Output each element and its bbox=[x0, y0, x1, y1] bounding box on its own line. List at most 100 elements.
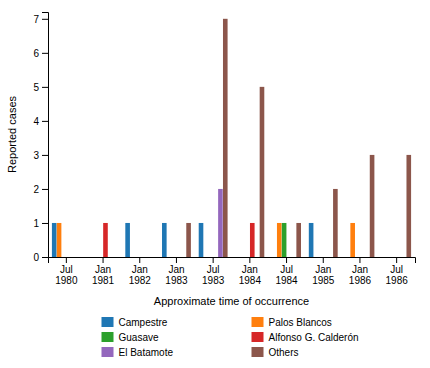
x-tick-label-line: Jan bbox=[315, 264, 331, 275]
x-tick-mark bbox=[139, 257, 140, 263]
bar bbox=[250, 223, 255, 257]
x-tick-mark bbox=[103, 257, 104, 263]
legend-item: Alfonso G. Calderón bbox=[252, 332, 359, 343]
y-tick: 0 bbox=[33, 252, 48, 263]
x-tick: Jan1986 bbox=[349, 257, 372, 286]
bar bbox=[272, 257, 277, 258]
legend-item: El Batamote bbox=[102, 347, 174, 358]
bar bbox=[181, 257, 186, 258]
x-tick-label: Jan1986 bbox=[349, 264, 372, 286]
legend-swatch bbox=[252, 332, 264, 342]
bar bbox=[108, 257, 113, 258]
legend-swatch bbox=[252, 347, 264, 357]
bar bbox=[382, 257, 387, 258]
bar bbox=[145, 257, 150, 258]
x-tick-label-line: Jul bbox=[280, 264, 293, 275]
bar bbox=[150, 257, 155, 258]
y-tick-label: 2 bbox=[33, 184, 39, 195]
bar bbox=[140, 257, 145, 258]
bar bbox=[296, 223, 301, 257]
y-tick-label: 1 bbox=[33, 218, 39, 229]
bar bbox=[113, 257, 118, 258]
x-tick-mark bbox=[249, 257, 250, 263]
x-tick-label: Jan1981 bbox=[92, 264, 115, 286]
x-tick-label: Jan1983 bbox=[165, 264, 188, 286]
x-tick: Jan1983 bbox=[165, 257, 188, 286]
legend-swatch bbox=[102, 347, 114, 357]
bar bbox=[218, 189, 223, 257]
bar bbox=[167, 257, 172, 258]
bar bbox=[57, 223, 62, 257]
y-tick-mark bbox=[42, 87, 48, 88]
x-tick-label-line: 1980 bbox=[55, 275, 78, 286]
x-tick-label-line: 1986 bbox=[386, 275, 409, 286]
y-tick-mark bbox=[42, 121, 48, 122]
legend-label: Guasave bbox=[119, 332, 159, 343]
bar bbox=[255, 257, 260, 258]
x-tick-label-line: Jan bbox=[95, 264, 111, 275]
bar bbox=[387, 257, 392, 258]
y-axis: 01234567 bbox=[33, 13, 48, 263]
chart: 01234567Jul1980Jan1981Jan1982Jan1983Jul1… bbox=[0, 0, 430, 368]
x-tick-label-line: 1983 bbox=[202, 275, 225, 286]
x-tick: Jul1986 bbox=[386, 257, 409, 286]
x-axis-line bbox=[49, 258, 416, 264]
bar bbox=[287, 257, 292, 258]
y-tick-label: 4 bbox=[33, 116, 39, 127]
legend-label: Campestre bbox=[119, 317, 168, 328]
x-tick: Jan1984 bbox=[239, 257, 262, 286]
bars bbox=[52, 19, 411, 257]
bar-series bbox=[57, 223, 355, 257]
bar bbox=[66, 257, 71, 258]
x-tick-label: Jan1984 bbox=[239, 264, 262, 286]
bar bbox=[240, 257, 245, 258]
bar bbox=[172, 257, 177, 258]
x-tick-label-line: Jul bbox=[60, 264, 73, 275]
bar bbox=[62, 257, 67, 258]
bar bbox=[135, 257, 140, 258]
legend-swatch bbox=[102, 332, 114, 342]
x-tick-label-line: 1981 bbox=[92, 275, 115, 286]
x-tick-label-line: 1985 bbox=[312, 275, 335, 286]
bar-series bbox=[52, 223, 314, 257]
bar bbox=[309, 223, 314, 257]
legend-swatch bbox=[252, 317, 264, 327]
legend-label: Others bbox=[269, 347, 299, 358]
legend-item: Guasave bbox=[102, 332, 159, 343]
bar-series bbox=[218, 189, 223, 257]
x-tick-label: Jan1982 bbox=[129, 264, 152, 286]
bar bbox=[333, 189, 338, 257]
bar-series bbox=[282, 223, 287, 257]
bar bbox=[93, 257, 98, 258]
x-tick-label: Jul1980 bbox=[55, 264, 78, 286]
bar bbox=[260, 87, 265, 257]
x-tick-mark bbox=[213, 257, 214, 263]
x-tick-label-line: Jan bbox=[352, 264, 368, 275]
x-tick: Jan1982 bbox=[129, 257, 152, 286]
y-tick-mark bbox=[42, 257, 48, 258]
x-tick-mark bbox=[359, 257, 360, 263]
bar bbox=[319, 257, 324, 258]
bar bbox=[204, 257, 209, 258]
bar bbox=[223, 19, 228, 257]
bar bbox=[406, 155, 411, 257]
y-tick: 7 bbox=[33, 14, 48, 25]
bar bbox=[277, 223, 282, 257]
x-tick-label: Jul1986 bbox=[386, 264, 409, 286]
bar bbox=[346, 257, 351, 258]
bar bbox=[71, 257, 76, 258]
bar bbox=[52, 223, 57, 257]
bar bbox=[314, 257, 319, 258]
y-tick: 6 bbox=[33, 48, 48, 59]
bar bbox=[103, 223, 108, 257]
bar bbox=[235, 257, 240, 258]
bar bbox=[213, 257, 218, 258]
x-tick-mark bbox=[176, 257, 177, 263]
bar bbox=[208, 257, 213, 258]
bar bbox=[370, 155, 375, 257]
x-tick: Jul1984 bbox=[275, 257, 298, 286]
x-tick: Jul1980 bbox=[55, 257, 78, 286]
bar bbox=[98, 257, 103, 258]
bar bbox=[125, 223, 130, 257]
x-tick-mark bbox=[323, 257, 324, 263]
